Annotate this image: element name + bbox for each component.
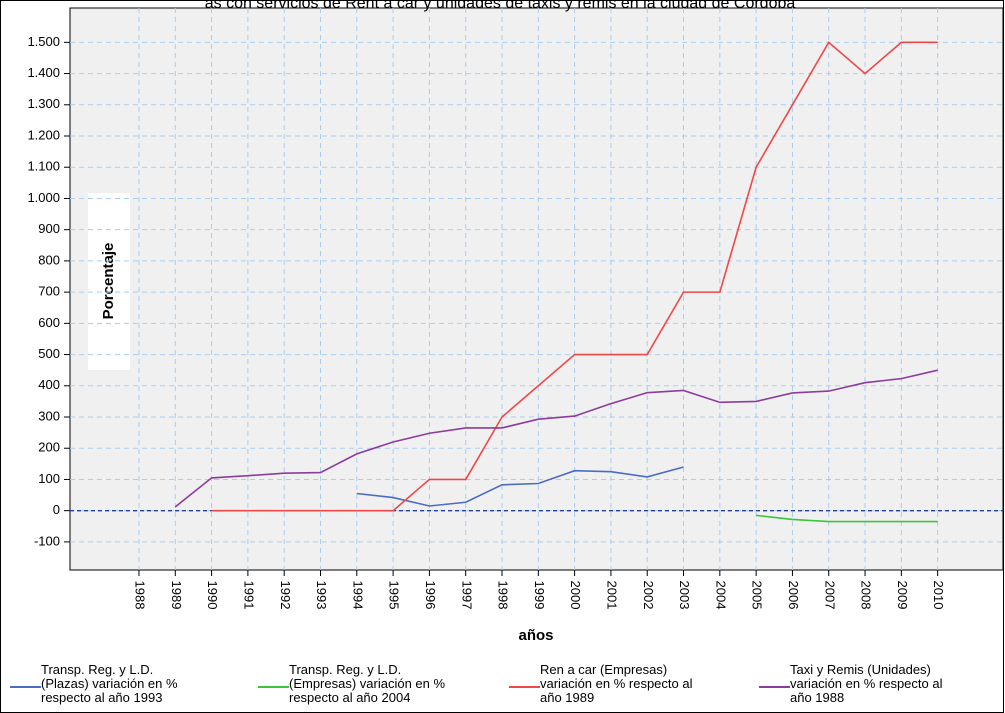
legend-label: Ren a car (Empresas) variación en % resp…	[540, 662, 693, 705]
x-tick-label: 2006	[786, 581, 801, 610]
y-tick-label: 1.000	[27, 190, 60, 205]
y-tick-label: 1.500	[27, 34, 60, 49]
y-tick-label: 200	[38, 440, 60, 455]
x-axis-label: años	[518, 627, 553, 644]
x-tick-label: 1992	[278, 581, 293, 610]
plot-area	[69, 7, 1004, 571]
x-tick-label: 2004	[713, 581, 728, 610]
x-tick-label: 2007	[822, 581, 837, 610]
y-tick-label: 900	[38, 221, 60, 236]
y-tick-label: -100	[34, 533, 60, 548]
x-tick-label: 1988	[133, 581, 148, 610]
legend-label: Taxi y Remis (Unidades) variación en % r…	[790, 662, 943, 705]
y-tick-label: 800	[38, 252, 60, 267]
y-tick-label: 300	[38, 408, 60, 423]
x-tick-label: 2002	[641, 581, 656, 610]
x-tick-label: 1998	[496, 581, 511, 610]
x-tick-label: 1990	[205, 581, 220, 610]
y-tick-label: 1.300	[27, 96, 60, 111]
x-tick-label: 2008	[859, 581, 874, 610]
legend-label: Transp. Reg. y L.D. (Plazas) variación e…	[41, 662, 178, 705]
x-tick-label: 1999	[532, 581, 547, 610]
legend-swatch	[759, 686, 790, 688]
x-tick-label: 2003	[677, 581, 692, 610]
y-tick-label: 100	[38, 471, 60, 486]
y-tick-label: 0	[53, 502, 60, 517]
y-tick-label: 1.400	[27, 65, 60, 80]
x-tick-label: 1996	[423, 581, 438, 610]
legend-swatch	[10, 686, 41, 688]
y-axis-label: Porcentaje	[100, 243, 117, 320]
series-line	[756, 514, 938, 523]
x-tick-label: 2010	[931, 581, 946, 610]
x-tick-label: 2001	[604, 581, 619, 610]
x-tick-label: 1989	[169, 581, 184, 610]
y-tick-label: 700	[38, 284, 60, 299]
y-tick-label: 1.100	[27, 159, 60, 174]
x-tick-label: 2009	[895, 581, 910, 610]
x-tick-label: 1994	[350, 581, 365, 610]
y-label-box	[88, 193, 130, 370]
y-tick-label: 1.200	[27, 127, 60, 142]
legend-label: Transp. Reg. y L.D. (Empresas) variación…	[289, 662, 446, 705]
legend-swatch	[509, 686, 540, 688]
x-tick-label: 1993	[314, 581, 329, 610]
y-tick-label: 500	[38, 346, 60, 361]
x-tick-label: 1997	[459, 581, 474, 610]
series-line	[174, 369, 938, 508]
series-line	[211, 41, 938, 512]
series-line	[356, 466, 684, 507]
x-tick-label: 2000	[568, 581, 583, 610]
x-tick-label: 1991	[241, 581, 256, 610]
y-tick-label: 400	[38, 377, 60, 392]
legend-swatch	[258, 686, 289, 688]
chart-title: as con servicios de Rent a car y unidade…	[205, 0, 796, 12]
x-tick-label: 2005	[750, 581, 765, 610]
y-tick-label: 600	[38, 315, 60, 330]
x-tick-label: 1995	[387, 581, 402, 610]
